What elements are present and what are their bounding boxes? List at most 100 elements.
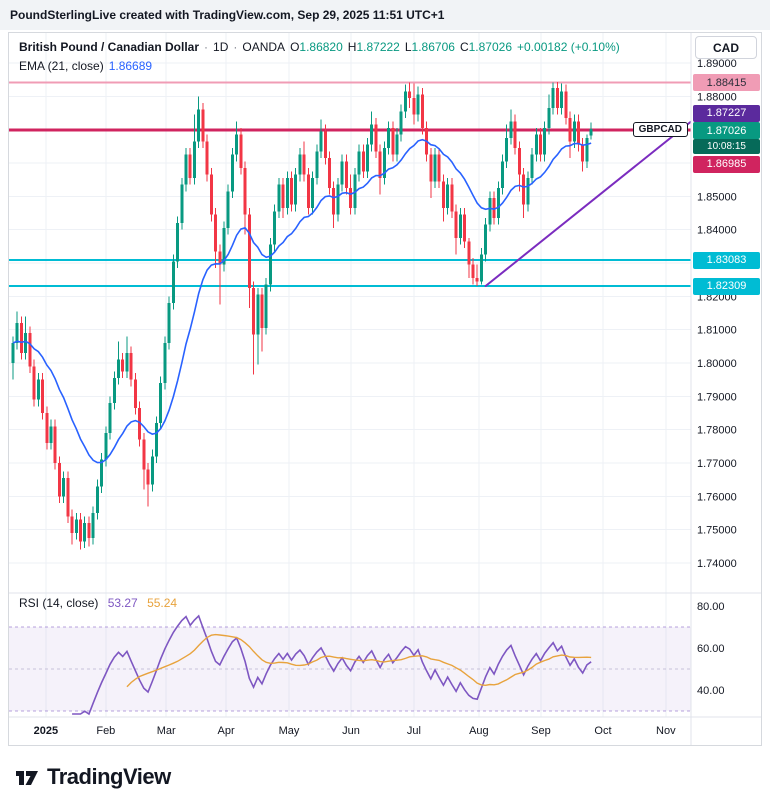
candle-body (446, 184, 450, 208)
exchange-label: OANDA (242, 40, 286, 54)
rsi-label[interactable]: RSI (14, close) (19, 596, 99, 610)
candle-body (277, 184, 281, 212)
candle-body (311, 178, 315, 208)
candle-body (36, 379, 40, 400)
candle-body (24, 333, 28, 353)
candle-body (45, 413, 49, 443)
rsi-tick-label: 80.00 (697, 601, 725, 613)
ema-label[interactable]: EMA (21, close) (19, 59, 104, 73)
bar-countdown: 10:08:15 (693, 139, 760, 155)
price-axis[interactable]: 1.890001.880001.850001.840001.820001.810… (697, 58, 737, 697)
candle-body (332, 188, 336, 215)
candle-body (433, 154, 437, 182)
footer: TradingView (0, 748, 770, 806)
candle-body (49, 426, 53, 443)
rsi-ma-line[interactable] (126, 633, 592, 688)
candle-body (163, 343, 167, 383)
interval-label[interactable]: 1D (213, 40, 229, 54)
candle-body (382, 148, 386, 178)
chart-canvas[interactable]: 1.890001.880001.850001.840001.820001.810… (9, 33, 761, 745)
symbol-title[interactable]: British Pound / Canadian Dollar (19, 40, 200, 54)
price-tick-label: 1.76000 (697, 491, 737, 503)
price-tick-label: 1.75000 (697, 525, 737, 537)
candle-body (475, 278, 479, 282)
price-tick-label: 1.74000 (697, 558, 737, 570)
candle-body (83, 523, 87, 542)
candle-body (530, 154, 534, 178)
candle-body (365, 144, 369, 172)
candle-body (315, 151, 319, 178)
price-tick-label: 1.79000 (697, 391, 737, 403)
candle-body (454, 211, 458, 238)
price-tick-label: 1.78000 (697, 425, 737, 437)
candle-body (138, 408, 142, 440)
candle-body (560, 91, 564, 108)
symbol-row: British Pound / Canadian Dollar · 1D · O… (19, 39, 620, 55)
candle-body (479, 254, 483, 282)
price-badge-pivot-1.86985: 1.86985 (693, 155, 760, 173)
tradingview-mark-icon (16, 771, 38, 785)
candle-body (539, 134, 542, 155)
candle-body (180, 184, 184, 223)
candle-body (564, 91, 568, 118)
rsi-tick-label: 60.00 (697, 643, 725, 655)
candle-body (66, 478, 70, 517)
candle-body (154, 423, 158, 457)
candle-body (74, 519, 78, 533)
candle-body (87, 523, 91, 538)
rsi-tick-label: 40.00 (697, 685, 725, 697)
price-badge-resistance-1.88415: 1.88415 (693, 74, 760, 91)
candle-body (522, 174, 526, 205)
price-tick-label: 1.77000 (697, 458, 737, 470)
candle-body (41, 379, 45, 413)
time-tick-label: 2025 (34, 725, 58, 737)
candle-body (336, 184, 340, 215)
candle-body (547, 108, 551, 128)
chart-card: 1.89000 1.88000 1.85000 1.84000 1.82000 1.810… (8, 32, 762, 746)
candle-body (252, 288, 256, 335)
currency-button[interactable]: CAD (695, 36, 757, 59)
candle-body (205, 141, 209, 175)
candle-body (243, 168, 247, 215)
chart-legend: British Pound / Canadian Dollar · 1D · O… (19, 39, 620, 74)
candle-body (505, 138, 509, 162)
candle-body (568, 118, 572, 142)
candle-body (197, 109, 201, 142)
candle-body (551, 88, 555, 108)
candle-body (256, 294, 260, 335)
candle-body (112, 378, 116, 403)
ema-line[interactable] (12, 138, 592, 464)
candle-body (159, 383, 163, 423)
candle-body (576, 121, 580, 145)
candles-layer (11, 82, 593, 550)
candle-body (273, 211, 277, 245)
candle-body (142, 439, 146, 470)
candle-body (581, 144, 585, 162)
candle-body (370, 124, 374, 145)
candle-body (150, 456, 154, 485)
pane-separators (9, 33, 761, 745)
ascending-trendline[interactable] (484, 121, 692, 287)
candle-body (218, 251, 222, 265)
candle-body (239, 134, 243, 168)
tradingview-logo[interactable]: TradingView (14, 764, 171, 790)
candle-body (496, 188, 500, 218)
candle-body (260, 294, 264, 328)
time-tick-label: Sep (531, 725, 551, 737)
candle-body (201, 109, 205, 142)
candle-body (585, 138, 589, 162)
candle-body (108, 403, 112, 433)
candle-body (484, 224, 488, 255)
candle-body (117, 359, 120, 378)
rsi-value: 53.27 (107, 596, 138, 610)
candle-body (420, 94, 424, 128)
candle-body (19, 323, 23, 353)
candle-body (62, 478, 66, 497)
candle-body (230, 154, 234, 192)
candle-body (416, 94, 420, 115)
candle-body (488, 198, 492, 225)
candle-body (403, 91, 407, 112)
time-axis[interactable]: 2025 Feb Mar Apr May Jun Jul Aug Sep Oct Nov (34, 725, 676, 737)
rsi-line[interactable] (72, 614, 592, 716)
candle-body (534, 134, 538, 155)
